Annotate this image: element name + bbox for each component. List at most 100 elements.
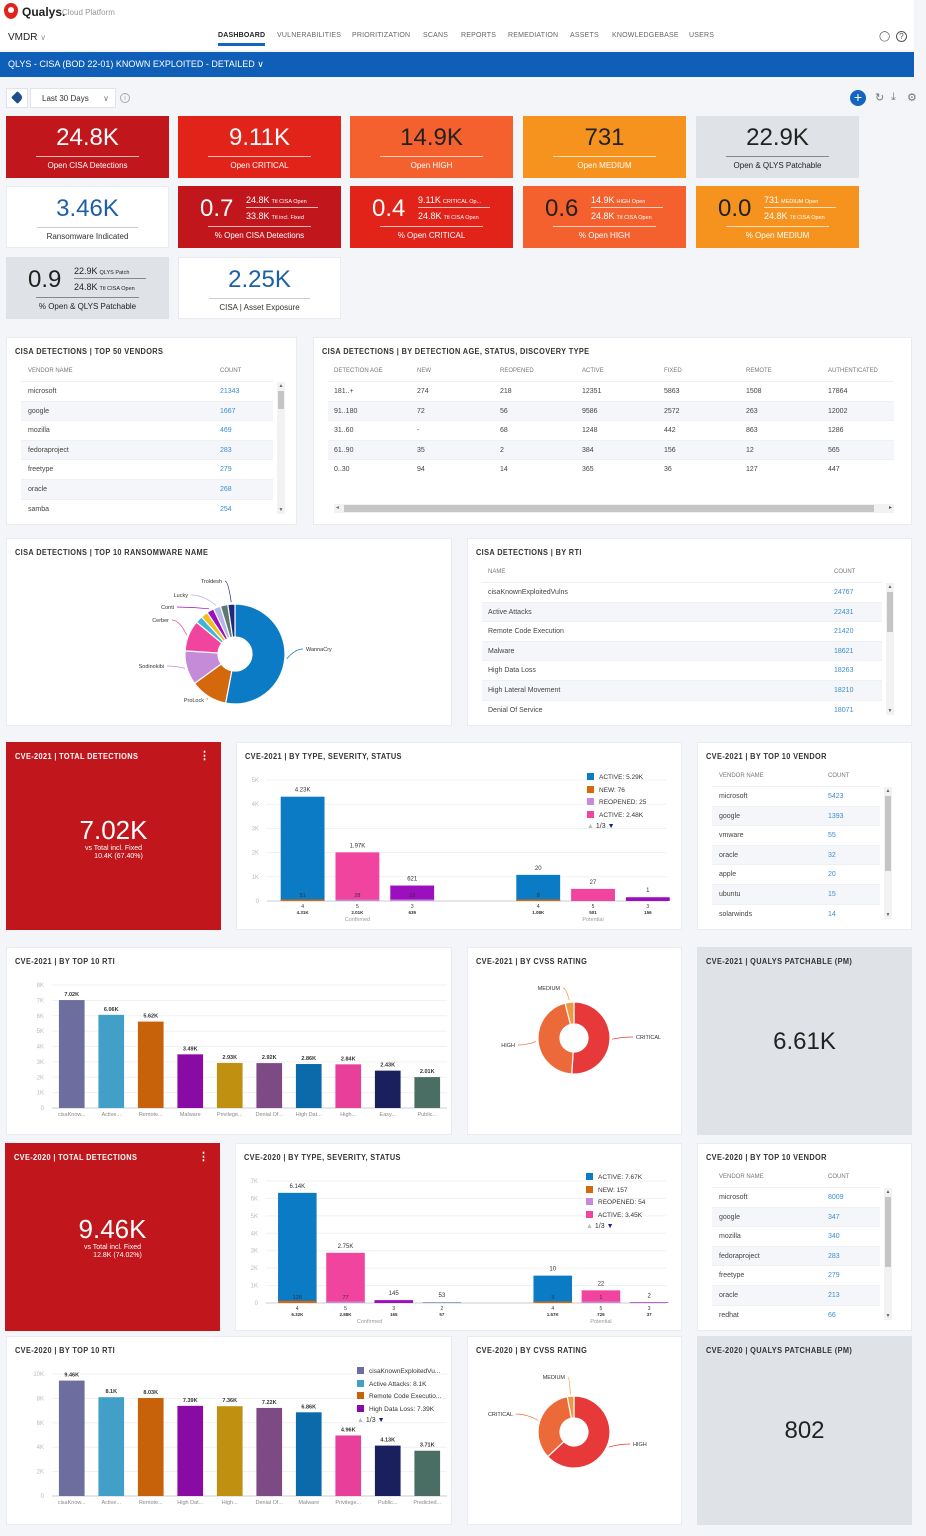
- column-header[interactable]: VENDOR NAME: [28, 368, 73, 374]
- legend-item[interactable]: ACTIVE: 3.45K: [586, 1210, 645, 1224]
- scroll-up-icon[interactable]: ▲: [278, 383, 284, 389]
- pager-down-icon[interactable]: ▼: [377, 1417, 385, 1424]
- column-header[interactable]: VENDOR NAME: [719, 1174, 764, 1180]
- scroll-down-icon[interactable]: ▼: [885, 1313, 891, 1319]
- scrollbar-thumb[interactable]: [278, 391, 284, 409]
- nav-remediation[interactable]: REMEDIATION: [508, 32, 559, 39]
- nav-users[interactable]: USERS: [689, 32, 715, 39]
- table-cell[interactable]: 15: [828, 891, 836, 898]
- scrollbar-thumb[interactable]: [885, 796, 891, 871]
- table-row[interactable]: google 347: [712, 1206, 880, 1227]
- legend-item[interactable]: Remote Code Executio...: [357, 1392, 441, 1405]
- table-row[interactable]: High Lateral Movement 18210: [482, 680, 882, 700]
- column-header[interactable]: DETECTION AGE: [334, 368, 383, 374]
- scroll-left-icon[interactable]: ◂: [336, 505, 340, 511]
- legend-item[interactable]: REOPENED: 54: [586, 1198, 645, 1211]
- kpi-tile[interactable]: 22.9K Open & QLYS Patchable: [696, 116, 859, 178]
- table-cell[interactable]: 21420: [834, 628, 854, 636]
- scroll-up-icon[interactable]: ▲: [885, 1189, 891, 1195]
- kpi-tile[interactable]: 24.8K Open CISA Detections: [6, 116, 169, 178]
- more-options-icon[interactable]: ⋮: [199, 750, 210, 762]
- help-icon[interactable]: ?: [896, 31, 907, 42]
- table-cell[interactable]: 20: [828, 871, 836, 879]
- kpi-tile[interactable]: 3.46K Ransomware Indicated: [6, 186, 169, 248]
- table-row[interactable]: redhat 66: [712, 1304, 880, 1325]
- table-row[interactable]: solarwinds 14: [712, 903, 880, 924]
- table-cell[interactable]: 1393: [828, 812, 844, 820]
- pager-up-icon[interactable]: ▲: [357, 1417, 364, 1424]
- table-row[interactable]: ubuntu 15: [712, 884, 880, 904]
- pager-up-icon[interactable]: ▲: [587, 823, 594, 830]
- legend-item[interactable]: REOPENED: 25: [587, 798, 646, 811]
- table-row[interactable]: oracle 268: [21, 479, 273, 499]
- table-row[interactable]: 31..60 - 68 1248 442 863 1286: [328, 420, 894, 440]
- kpi-tile[interactable]: 731 Open MEDIUM: [523, 116, 686, 178]
- table-row[interactable]: Remote Code Execution 21420: [482, 621, 882, 641]
- legend-item[interactable]: ACTIVE: 7.67K: [586, 1173, 645, 1186]
- kpi-tile[interactable]: 9.11K Open CRITICAL: [178, 116, 341, 178]
- vertical-scrollbar[interactable]: ▲ ▼: [886, 583, 894, 715]
- nav-prioritization[interactable]: PRIORITIZATION: [352, 32, 411, 39]
- table-row[interactable]: samba 254: [21, 498, 273, 519]
- table-row[interactable]: Denial Of Service 18071: [482, 699, 882, 720]
- table-cell[interactable]: 279: [828, 1272, 840, 1280]
- column-header[interactable]: COUNT: [828, 1174, 850, 1180]
- column-header[interactable]: ACTIVE: [582, 368, 604, 374]
- table-row[interactable]: Malware 18621: [482, 640, 882, 661]
- nav-vulnerabilities[interactable]: VULNERABILITIES: [277, 32, 342, 39]
- module-selector[interactable]: VMDR ∨: [8, 32, 46, 43]
- column-header[interactable]: COUNT: [828, 773, 850, 779]
- column-header[interactable]: AUTHENTICATED: [828, 368, 878, 374]
- table-row[interactable]: 91..180 72 56 9586 2572 263 12002: [328, 400, 894, 421]
- scroll-down-icon[interactable]: ▼: [887, 708, 893, 714]
- column-header[interactable]: NAME: [488, 569, 506, 575]
- settings-icon[interactable]: ⚙: [907, 92, 917, 104]
- table-cell[interactable]: 283: [828, 1252, 840, 1260]
- scroll-down-icon[interactable]: ▼: [885, 912, 891, 918]
- refresh-icon[interactable]: ↻: [875, 92, 885, 104]
- table-cell[interactable]: 279: [220, 466, 232, 474]
- kpi-tile[interactable]: 0.7 24.8K Ttl CISA Open 33.8K Ttl incl. Fixe…: [178, 186, 341, 248]
- table-cell[interactable]: 254: [220, 505, 232, 513]
- user-icon[interactable]: ◯: [879, 31, 891, 42]
- table-cell[interactable]: 213: [828, 1292, 840, 1299]
- table-row[interactable]: fedoraproject 283: [21, 439, 273, 460]
- table-row[interactable]: microsoft 21343: [21, 381, 273, 401]
- column-header[interactable]: REMOTE: [746, 368, 772, 374]
- kpi-tile[interactable]: 2.25K CISA | Asset Exposure: [178, 257, 341, 319]
- pager-up-icon[interactable]: ▲: [586, 1223, 593, 1230]
- table-row[interactable]: microsoft 8009: [712, 1187, 880, 1207]
- table-cell[interactable]: 22431: [834, 608, 854, 616]
- table-cell[interactable]: 18621: [834, 647, 854, 655]
- column-header[interactable]: VENDOR NAME: [719, 773, 764, 779]
- legend-item[interactable]: NEW: 76: [587, 785, 646, 799]
- table-cell[interactable]: 18263: [834, 667, 854, 675]
- table-row[interactable]: mozilla 469: [21, 420, 273, 440]
- nav-knowledgebase[interactable]: KNOWLEDGEBASE: [612, 32, 679, 39]
- table-cell[interactable]: 24767: [834, 589, 854, 596]
- scroll-down-icon[interactable]: ▼: [278, 507, 284, 513]
- legend-item[interactable]: Active Attacks: 8.1K: [357, 1379, 441, 1393]
- nav-dashboard[interactable]: DASHBOARD: [218, 32, 266, 46]
- more-options-icon[interactable]: ⋮: [198, 1151, 209, 1163]
- legend-item[interactable]: ACTIVE: 2.48K: [587, 810, 646, 824]
- table-cell[interactable]: 21343: [220, 388, 240, 395]
- table-row[interactable]: google 1667: [21, 400, 273, 421]
- table-row[interactable]: High Data Loss 18263: [482, 660, 882, 680]
- scrollbar-thumb[interactable]: [887, 592, 893, 632]
- scrollbar-thumb[interactable]: [344, 505, 874, 512]
- scroll-up-icon[interactable]: ▲: [887, 584, 893, 590]
- tag-filter-button[interactable]: [6, 88, 28, 108]
- table-row[interactable]: 0..30 94 14 365 36 127 447: [328, 459, 894, 479]
- column-header[interactable]: COUNT: [834, 569, 856, 575]
- vertical-scrollbar[interactable]: ▲ ▼: [884, 787, 892, 919]
- dashboard-selector[interactable]: QLYS - CISA (BOD 22-01) KNOWN EXPLOITED …: [0, 52, 914, 77]
- nav-scans[interactable]: SCANS: [423, 32, 449, 39]
- column-header[interactable]: NEW: [417, 368, 431, 374]
- table-cell[interactable]: 32: [828, 851, 836, 859]
- kpi-tile[interactable]: 0.9 22.9K QLYS Patch 24.8K Ttl CISA Open% Op…: [6, 257, 169, 319]
- table-row[interactable]: 61..90 35 2 384 156 12 565: [328, 439, 894, 460]
- table-cell[interactable]: 469: [220, 427, 232, 435]
- legend-item[interactable]: cisaKnownExploitedVu...: [357, 1367, 441, 1380]
- vertical-scrollbar[interactable]: ▲ ▼: [884, 1188, 892, 1320]
